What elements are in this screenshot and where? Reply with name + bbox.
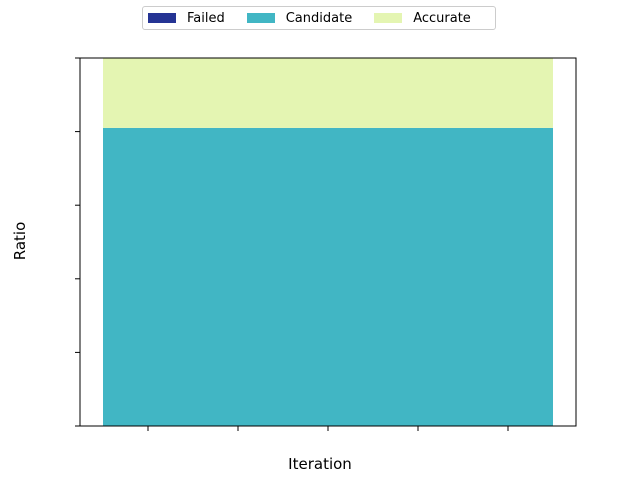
y-ticks <box>75 57 80 427</box>
legend-label-failed: Failed <box>187 10 225 26</box>
bars-group <box>103 58 553 427</box>
legend-swatch-candidate <box>246 13 275 23</box>
bar-segment-candidate <box>103 127 553 427</box>
legend-label-accurate: Accurate <box>413 10 471 26</box>
legend-label-candidate: Candidate <box>285 10 353 26</box>
legend: Failed Candidate Accurate <box>142 6 496 30</box>
legend-swatch-failed <box>148 13 176 23</box>
legend-swatch-accurate <box>374 13 403 23</box>
x-ticks <box>147 426 509 431</box>
legend-item-candidate: Candidate <box>246 10 353 26</box>
bar-segment-accurate <box>103 58 553 128</box>
x-axis-label: Iteration <box>288 455 352 473</box>
y-axis-label: Ratio <box>11 221 29 261</box>
legend-item-accurate: Accurate <box>374 11 471 26</box>
legend-item-failed: Failed <box>148 11 225 26</box>
